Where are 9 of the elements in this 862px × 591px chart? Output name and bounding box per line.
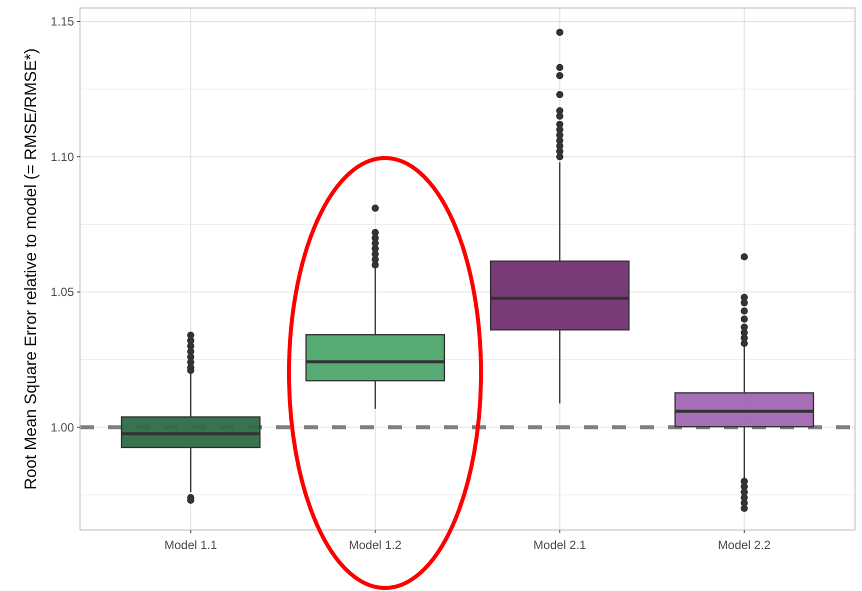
y-axis-title: Root Mean Square Error relative to model (= RMSE/RMSE*) [22,48,40,490]
x-tick-label: Model 2.1 [533,538,586,552]
x-tick-label: Model 1.1 [164,538,218,552]
x-tick-label: Model 2.2 [718,538,771,552]
y-tick-label: 1.10 [50,150,74,164]
y-tick-label: 1.05 [50,285,74,300]
x-tick-label: Model 1.2 [348,538,402,552]
y-tick-label: 1.15 [50,14,74,29]
y-tick-label: 1.00 [50,420,74,434]
